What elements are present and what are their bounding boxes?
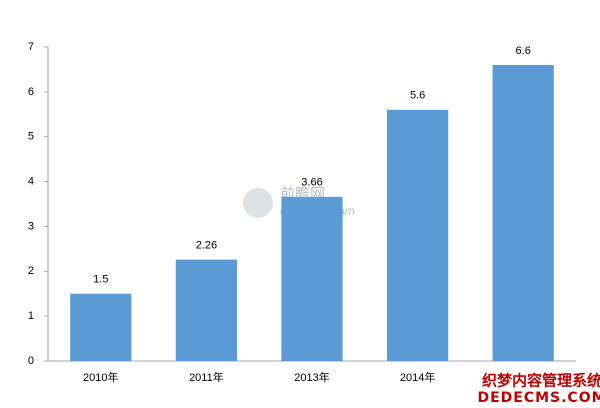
y-tick-label: 7 — [28, 41, 34, 53]
y-tick-label: 6 — [28, 86, 34, 98]
x-tick-label: 2011年 — [189, 370, 224, 384]
bar — [281, 196, 343, 361]
data-label: 5.6 — [410, 90, 425, 102]
y-tick-label: 0 — [28, 355, 34, 367]
data-label: 6.6 — [516, 45, 531, 57]
y-tick-label: 5 — [28, 131, 34, 143]
watermark-backdrop — [486, 370, 600, 408]
y-tick-label: 3 — [28, 220, 34, 232]
x-tick-label: 2010年 — [83, 370, 118, 384]
bar — [70, 293, 132, 361]
y-tick-label: 2 — [28, 265, 34, 277]
bar — [386, 109, 449, 361]
watermark-logo — [243, 188, 273, 218]
y-tick-label: 1 — [28, 310, 34, 322]
plot-area: 0 1 2 3 4 5 6 7 2010年 1.5 2011年 2.26 2013年 3.66 2014年 5… — [28, 41, 576, 384]
data-label: 1.5 — [93, 274, 108, 286]
bar — [175, 259, 238, 361]
y-tick-label: 4 — [28, 175, 34, 187]
x-tick-label: 2013年 — [294, 370, 329, 384]
watermark: DEDECMS.COM — [477, 390, 600, 406]
data-label: 2.26 — [196, 240, 217, 252]
x-tick-label: 2014年 — [400, 370, 435, 384]
bar — [492, 64, 554, 361]
data-label: 3.66 — [301, 177, 322, 189]
watermark: 织梦内容管理系统 — [482, 372, 600, 390]
